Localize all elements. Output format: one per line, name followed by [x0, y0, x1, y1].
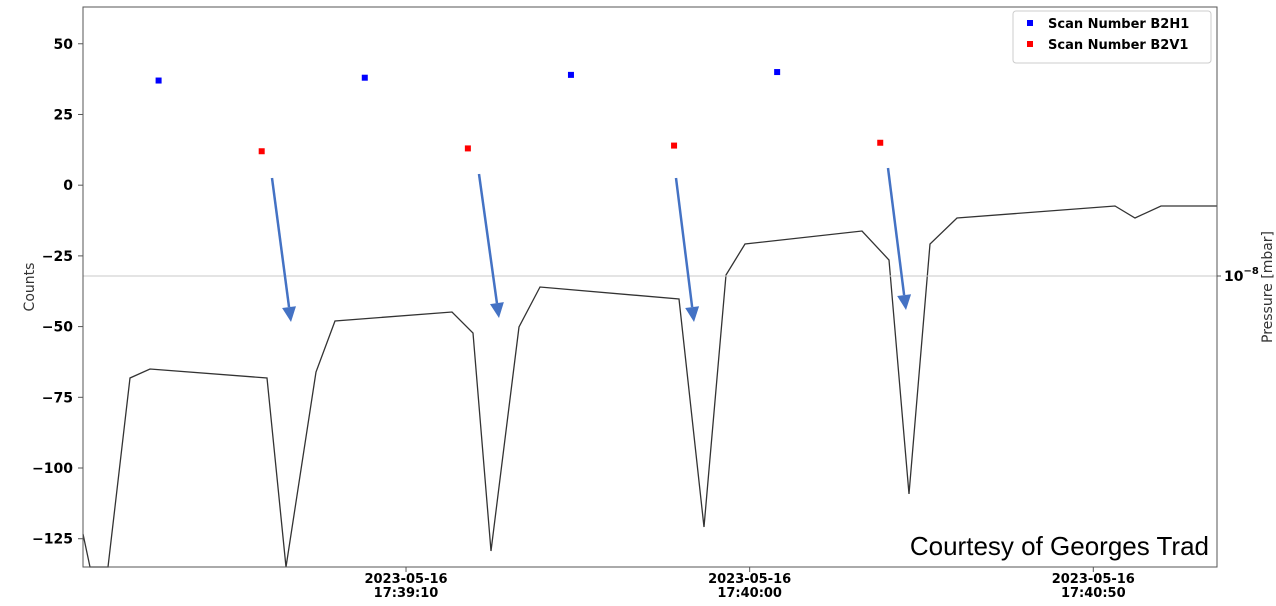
arrow-shaft [674, 177, 694, 308]
scatter-point-b2h1 [567, 71, 574, 78]
x-tick-label-time: 17:40:50 [1061, 586, 1126, 601]
legend-label-b2h1: Scan Number B2H1 [1048, 17, 1189, 32]
y-tick-label: −100 [32, 461, 73, 477]
annotation-arrow [477, 173, 504, 318]
y-tick-label: 50 [54, 37, 74, 53]
y-right-tick-base: 10 [1224, 269, 1244, 285]
annotation-arrow [270, 177, 296, 322]
y-tick-label: 25 [54, 107, 73, 123]
x-tick-label-time: 17:40:00 [717, 586, 782, 601]
y-tick-label: −75 [42, 390, 73, 406]
x-axis-ticks: 2023-05-1617:39:102023-05-1617:40:002023… [364, 567, 1135, 601]
legend-label-b2v1: Scan Number B2V1 [1048, 38, 1188, 53]
y-axis-ticks: 50 25 0 −25 −50 −75 −100 −125 [32, 37, 83, 548]
scatter-point-b2h1 [361, 74, 368, 81]
arrow-head [282, 306, 296, 322]
pressure-line-layer [82, 205, 1217, 568]
legend-marker-b2h1 [1027, 20, 1033, 26]
annotation-arrow [674, 177, 700, 322]
legend-marker-b2v1 [1027, 41, 1033, 47]
legend-box [1012, 10, 1212, 64]
x-tick-label-date: 2023-05-16 [708, 572, 791, 587]
x-tick-label-date: 2023-05-16 [364, 572, 447, 587]
arrow-head [897, 294, 912, 310]
arrow-head [490, 302, 504, 318]
plot-frame [82, 6, 1218, 568]
y-right-tick-exponent: −8 [1243, 266, 1258, 277]
scatter-point-b2v1 [671, 142, 678, 149]
arrow-shaft [477, 173, 499, 304]
y-axis-right-label: Pressure [mbar] [1260, 231, 1276, 343]
courtesy-note: Courtesy of Georges Trad [910, 531, 1209, 561]
y-tick-label: −50 [42, 320, 73, 336]
scatter-point-b2v1 [877, 139, 884, 146]
svg-text:10−8: 10−8 [1224, 266, 1259, 285]
arrow-head [685, 306, 700, 322]
annotation-arrows [270, 167, 912, 322]
arrow-shaft [886, 167, 906, 296]
pressure-line [82, 205, 1217, 568]
y-tick-label: 0 [63, 178, 73, 194]
scatter-point-b2h1 [155, 77, 162, 84]
scatter-point-b2h1 [774, 69, 781, 76]
scatter-points [155, 69, 884, 155]
y-axis-right-tick: 10−8 [1217, 266, 1259, 285]
y-axis-left-label: Counts [22, 263, 38, 312]
y-tick-label: −25 [42, 249, 73, 265]
arrow-shaft [270, 177, 291, 308]
scatter-point-b2v1 [258, 148, 265, 155]
legend: Scan Number B2H1 Scan Number B2V1 [1012, 10, 1212, 64]
y-tick-label: −125 [32, 532, 73, 548]
x-tick-label-date: 2023-05-16 [1052, 572, 1135, 587]
annotation-arrow [886, 167, 912, 310]
scatter-point-b2v1 [464, 145, 471, 152]
x-tick-label-time: 17:39:10 [374, 586, 439, 601]
